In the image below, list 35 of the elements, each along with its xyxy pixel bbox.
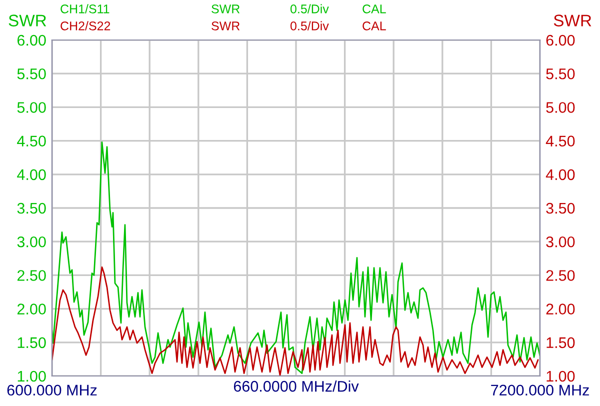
- x-tick-label: 600.000 MHz: [7, 384, 97, 396]
- y-tick-label: 5.50: [17, 68, 46, 80]
- text: CAL: [362, 4, 386, 14]
- y-tick-label: 3.50: [17, 202, 46, 214]
- y-tick-label: 1.50: [18, 337, 46, 348]
- y-tick-label: 5.00: [17, 102, 46, 113]
- text: CH2/S22: [60, 21, 110, 30]
- y-tick-label: 2.50: [17, 270, 46, 281]
- y-tick-label: 3.00: [17, 236, 46, 248]
- y2-tick-label: 2.50: [546, 270, 575, 281]
- y-tick-label: 2.00: [17, 304, 46, 314]
- y2-tick-label: 5.00: [546, 102, 575, 113]
- y-tick-label: 4.50: [17, 136, 46, 146]
- text: SWR: [212, 4, 240, 14]
- y2-tick-label: 2.00: [546, 304, 575, 314]
- x-axis-title: 660.0000 MHz/Div: [234, 380, 359, 392]
- y2-tick-label: 3.00: [546, 236, 575, 248]
- y2-tick-label: 1.50: [546, 337, 575, 348]
- text: 0.5/Div: [290, 21, 329, 30]
- text: CH1/S11: [60, 4, 110, 14]
- y2-tick-label: 6.00: [546, 34, 575, 46]
- y-tick-label: 1.00: [18, 370, 46, 382]
- y2-tick-label: 4.50: [546, 136, 575, 146]
- y2-tick-label: 1.00: [546, 370, 575, 382]
- y-tick-label: 4.00: [17, 169, 46, 180]
- text: 0.5/Div: [290, 4, 329, 14]
- y-tick-label: 6.00: [17, 34, 46, 46]
- x-tick-label: 7200.000 MHz: [491, 384, 589, 396]
- y2-tick-label: 3.50: [546, 202, 575, 214]
- y-axis-title: SWR: [8, 14, 46, 26]
- y2-axis-title: SWR: [554, 14, 592, 26]
- y2-tick-label: 5.50: [546, 68, 575, 80]
- y2-tick-label: 4.00: [546, 169, 575, 180]
- text: SWR: [212, 22, 240, 30]
- text: CAL: [362, 22, 386, 30]
